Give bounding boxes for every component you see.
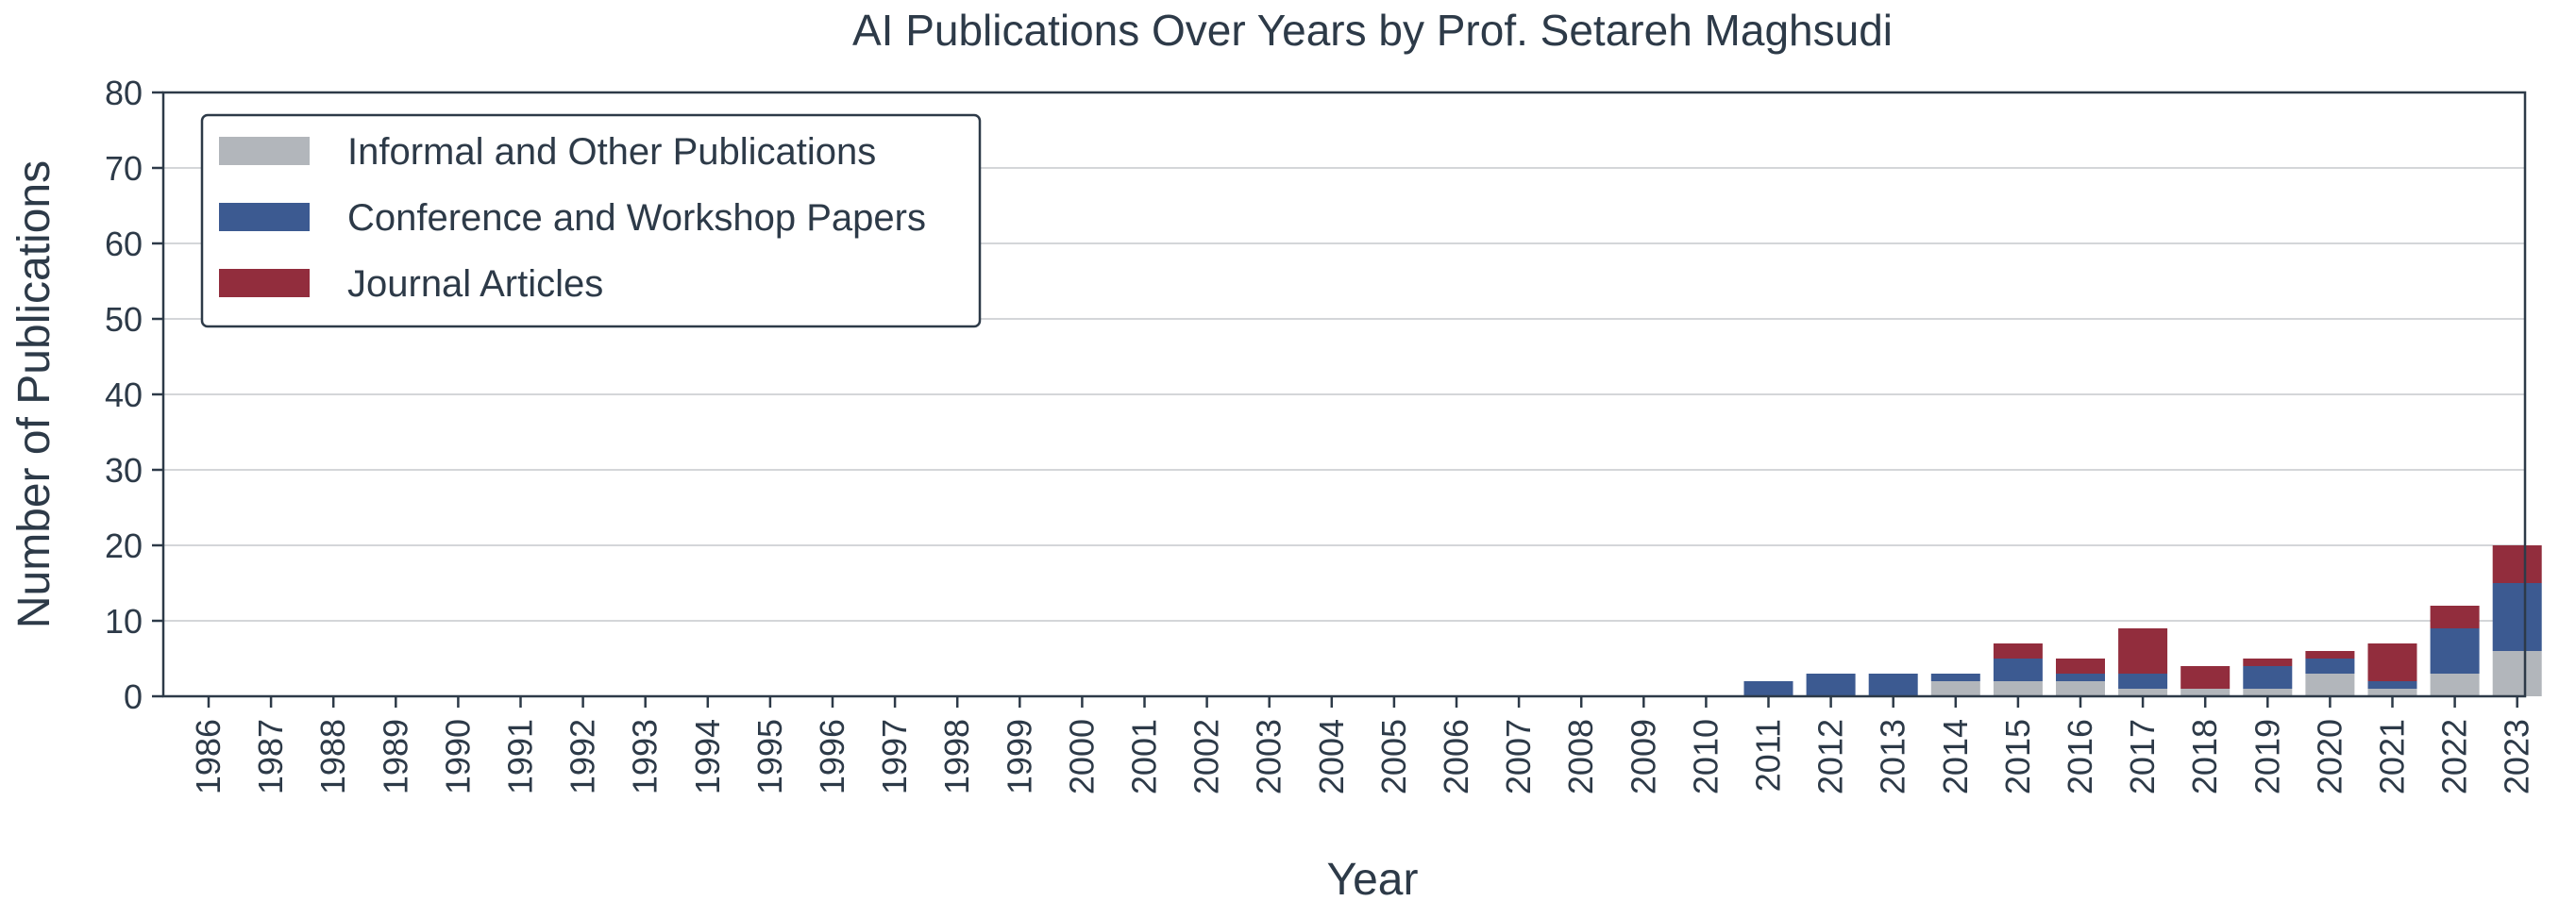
bar-informal-2021 xyxy=(2367,689,2417,696)
chart-title: AI Publications Over Years by Prof. Seta… xyxy=(852,6,1893,55)
y-tick-label-40: 40 xyxy=(105,376,143,414)
x-axis-label: Year xyxy=(1327,855,1419,905)
x-tick-label-1992: 1992 xyxy=(564,719,602,794)
legend-label-journal: Journal Articles xyxy=(347,263,603,305)
bar-journal-2015 xyxy=(1993,643,2043,659)
bar-conference-2015 xyxy=(1993,659,2043,681)
x-tick-label-2016: 2016 xyxy=(2061,719,2099,794)
x-tick-label-1991: 1991 xyxy=(501,719,540,794)
bars xyxy=(1743,545,2542,696)
x-tick-label-2012: 2012 xyxy=(1811,719,1850,794)
x-tick-label-1997: 1997 xyxy=(875,719,914,794)
bar-journal-2022 xyxy=(2430,606,2480,628)
x-tick-label-1996: 1996 xyxy=(813,719,851,794)
x-tick-label-2017: 2017 xyxy=(2123,719,2162,794)
bar-informal-2019 xyxy=(2243,689,2293,696)
x-tick-label-2010: 2010 xyxy=(1686,719,1725,794)
x-tick-label-1998: 1998 xyxy=(937,719,976,794)
y-tick-label-20: 20 xyxy=(105,526,143,565)
y-tick-label-80: 80 xyxy=(105,74,143,112)
y-tick-label-60: 60 xyxy=(105,225,143,263)
x-tick-label-2022: 2022 xyxy=(2435,719,2474,794)
bar-journal-2016 xyxy=(2056,659,2105,674)
x-tick-label-2002: 2002 xyxy=(1187,719,1226,794)
x-tick-label-2019: 2019 xyxy=(2248,719,2286,794)
legend-label-informal: Informal and Other Publications xyxy=(347,131,876,173)
y-axis-ticks: 0 10 20 30 40 50 60 70 80 xyxy=(105,74,163,716)
bar-conference-2014 xyxy=(1930,674,1980,681)
x-tick-label-1986: 1986 xyxy=(189,719,227,794)
bar-journal-2019 xyxy=(2243,659,2293,666)
y-tick-label-30: 30 xyxy=(105,451,143,490)
x-tick-label-2005: 2005 xyxy=(1374,719,1413,794)
x-tick-label-2018: 2018 xyxy=(2185,719,2224,794)
bar-journal-2018 xyxy=(2180,666,2231,689)
x-tick-label-2015: 2015 xyxy=(1998,719,2037,794)
legend-frame xyxy=(200,113,982,328)
bar-conference-2019 xyxy=(2243,666,2293,689)
legend-swatch-informal xyxy=(219,137,310,165)
x-tick-label-1994: 1994 xyxy=(688,719,727,794)
bar-journal-2023 xyxy=(2492,545,2542,583)
bar-conference-2021 xyxy=(2367,681,2417,689)
x-tick-label-1990: 1990 xyxy=(438,719,477,794)
bar-conference-2022 xyxy=(2430,628,2480,674)
bar-informal-2020 xyxy=(2305,674,2355,696)
x-tick-label-1995: 1995 xyxy=(750,719,789,794)
bar-informal-2022 xyxy=(2430,674,2480,696)
x-tick-label-2006: 2006 xyxy=(1437,719,1475,794)
x-tick-label-2003: 2003 xyxy=(1250,719,1288,794)
x-tick-label-1989: 1989 xyxy=(376,719,414,794)
bar-informal-2015 xyxy=(1993,681,2043,696)
x-tick-label-1993: 1993 xyxy=(626,719,665,794)
bar-journal-2021 xyxy=(2367,643,2417,681)
y-tick-label-50: 50 xyxy=(105,300,143,339)
x-tick-label-1987: 1987 xyxy=(251,719,290,794)
y-tick-label-10: 10 xyxy=(105,602,143,641)
bar-informal-2017 xyxy=(2118,689,2168,696)
bar-conference-2017 xyxy=(2118,674,2168,689)
y-tick-label-0: 0 xyxy=(124,677,143,716)
x-tick-label-2001: 2001 xyxy=(1125,719,1164,794)
bar-conference-2012 xyxy=(1806,674,1856,696)
y-axis-label: Number of Publications xyxy=(9,160,59,628)
x-tick-label-2004: 2004 xyxy=(1312,719,1351,794)
x-tick-label-2014: 2014 xyxy=(1936,719,1975,794)
x-tick-label-2020: 2020 xyxy=(2310,719,2349,794)
legend-swatch-conference xyxy=(219,203,310,231)
x-tick-label-2021: 2021 xyxy=(2373,719,2412,794)
x-tick-label-1999: 1999 xyxy=(1000,719,1038,794)
x-tick-label-2011: 2011 xyxy=(1749,719,1788,792)
x-tick-label-2000: 2000 xyxy=(1062,719,1101,794)
y-tick-label-70: 70 xyxy=(105,149,143,188)
bar-informal-2018 xyxy=(2180,689,2231,696)
bar-informal-2016 xyxy=(2056,681,2105,696)
bar-informal-2023 xyxy=(2492,651,2542,696)
x-axis-ticks: 1986 1987 1988 1989 1990 1991 1992 1993 1994 1995… xyxy=(189,696,2536,794)
bar-conference-2013 xyxy=(1868,674,1918,696)
x-tick-label-1988: 1988 xyxy=(313,719,352,794)
bar-journal-2017 xyxy=(2118,628,2168,674)
x-tick-label-2013: 2013 xyxy=(1874,719,1912,794)
bar-journal-2020 xyxy=(2305,651,2355,659)
x-tick-label-2008: 2008 xyxy=(1561,719,1600,794)
legend-swatch-journal xyxy=(219,269,310,297)
x-tick-label-2023: 2023 xyxy=(2498,719,2536,794)
x-tick-label-2007: 2007 xyxy=(1499,719,1538,794)
legend: Informal and Other Publications Conferen… xyxy=(200,113,982,328)
x-tick-label-2009: 2009 xyxy=(1624,719,1662,794)
bar-conference-2020 xyxy=(2305,659,2355,674)
bar-conference-2011 xyxy=(1743,681,1793,696)
bar-conference-2023 xyxy=(2492,583,2542,651)
bar-conference-2016 xyxy=(2056,674,2105,681)
legend-label-conference: Conference and Workshop Papers xyxy=(347,197,926,239)
bar-informal-2014 xyxy=(1930,681,1980,696)
